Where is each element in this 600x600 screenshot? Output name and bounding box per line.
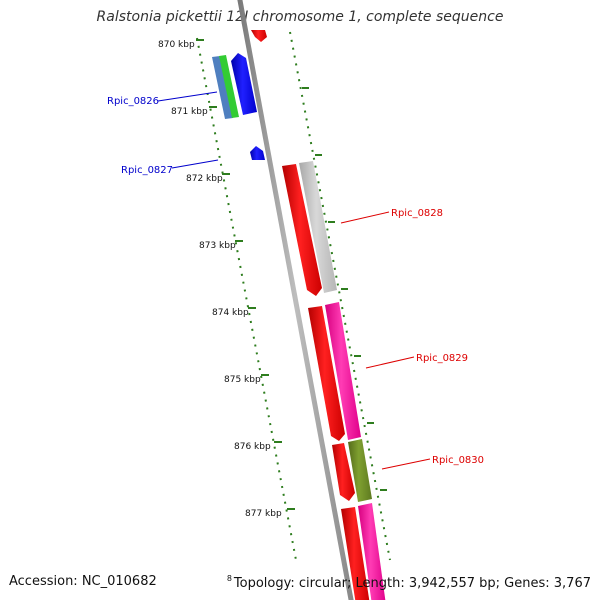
gene-arrow-0830-red <box>332 443 355 501</box>
gene-arrow-partial-top <box>251 30 267 42</box>
topology-marker: 8 <box>226 574 232 583</box>
tick-label-870: 870 kbp <box>158 40 195 50</box>
ruler-left-dotted <box>196 37 297 561</box>
feature-magenta-bottom <box>358 503 386 600</box>
topology-text: Topology: circular; Length: 3,942,557 bp… <box>233 576 591 591</box>
leader-0826 <box>157 91 218 102</box>
feature-steel-0826 <box>212 56 233 119</box>
feature-magenta-0829 <box>325 302 361 440</box>
accession-text: Accession: NC_010682 <box>9 574 157 589</box>
leader-0830 <box>381 458 431 470</box>
leader-0827 <box>171 159 219 169</box>
gene-arrow-0826 <box>231 53 257 115</box>
tick-label-877: 877 kbp <box>245 509 282 519</box>
gene-label-rpic-0830[interactable]: Rpic_0830 <box>432 455 484 466</box>
gene-arrow-0828-red <box>282 164 322 296</box>
sequence-backbone <box>237 0 354 600</box>
tick-label-871: 871 kbp <box>171 107 208 117</box>
leader-0828 <box>340 211 390 224</box>
tick-label-872: 872 kbp <box>186 174 223 184</box>
gene-arrow-bottom-red <box>341 507 370 600</box>
gene-label-rpic-0829[interactable]: Rpic_0829 <box>416 353 468 364</box>
tick-label-876: 876 kbp <box>234 442 271 452</box>
gene-label-rpic-0828[interactable]: Rpic_0828 <box>391 208 443 219</box>
gene-label-rpic-0826[interactable]: Rpic_0826 <box>107 96 159 107</box>
tick-label-874: 874 kbp <box>212 308 249 318</box>
gene-arrow-0827 <box>250 146 265 160</box>
feature-gray-0828 <box>299 161 337 293</box>
feature-olive-0830 <box>348 439 372 502</box>
feature-green-0826 <box>219 55 239 118</box>
tick-label-873: 873 kbp <box>199 241 236 251</box>
topology-info: 8 Topology: circular; Length: 3,942,557 b… <box>227 574 591 591</box>
ruler-right-dotted <box>289 31 391 561</box>
tick-label-875: 875 kbp <box>224 375 261 385</box>
ruler-minor-ticks <box>302 87 387 491</box>
gene-arrow-0829-red <box>308 306 345 441</box>
leader-0829 <box>365 356 415 369</box>
gene-label-rpic-0827[interactable]: Rpic_0827 <box>121 165 173 176</box>
kbp-ticks <box>196 39 295 510</box>
map-title: Ralstonia pickettii 12J chromosome 1, co… <box>96 9 504 25</box>
